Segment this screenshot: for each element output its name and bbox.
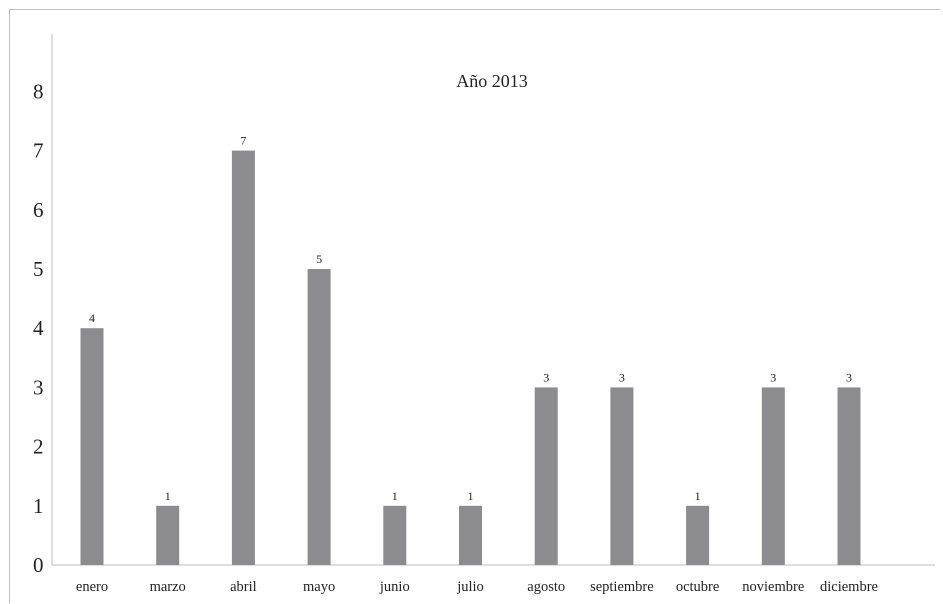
bar-value-label: 1 [392, 489, 398, 503]
bar [837, 387, 861, 565]
bar [761, 387, 785, 565]
bar-value-label: 5 [316, 252, 322, 266]
x-category-label: mayo [303, 579, 335, 595]
x-axis-labels: enero marzo abril mayo junio julio agosto septi… [76, 579, 878, 595]
y-tick-label: 3 [33, 375, 44, 399]
x-category-label: marzo [150, 579, 186, 595]
y-axis-ticks: 0 1 2 3 4 5 6 7 8 [33, 79, 44, 577]
y-tick-label: 4 [33, 316, 44, 340]
bar-value-label: 3 [619, 370, 625, 384]
x-category-label: abril [230, 579, 257, 595]
bar-value-label: 3 [846, 370, 852, 384]
bar [383, 505, 407, 565]
y-tick-label: 5 [33, 257, 44, 281]
x-category-label: octubre [676, 579, 719, 595]
x-category-label: julio [456, 579, 484, 595]
bar-value-label: 3 [770, 370, 776, 384]
bar [534, 387, 558, 565]
bar [686, 505, 710, 565]
y-tick-label: 2 [33, 435, 44, 459]
bar [610, 387, 634, 565]
bar [459, 505, 482, 565]
bar-value-label: 1 [165, 489, 171, 503]
y-tick-label: 1 [33, 494, 44, 518]
y-tick-label: 8 [33, 79, 44, 103]
data-labels: 4 1 7 5 1 1 3 3 1 3 3 [89, 134, 852, 503]
bars [80, 150, 861, 565]
y-tick-label: 0 [33, 553, 44, 577]
y-tick-label: 6 [33, 198, 44, 222]
bar [80, 328, 104, 565]
bar-value-label: 1 [695, 489, 701, 503]
x-category-label: agosto [527, 579, 565, 595]
bar-value-label: 7 [240, 134, 246, 148]
x-category-label: junio [379, 579, 410, 595]
bar-value-label: 1 [468, 489, 474, 503]
bar [231, 150, 255, 565]
chart-title: Año 2013 [456, 71, 528, 91]
chart-frame [9, 9, 940, 603]
x-category-label: diciembre [820, 579, 878, 595]
bar [156, 505, 180, 565]
y-tick-label: 7 [33, 139, 44, 163]
x-category-label: noviembre [742, 579, 804, 595]
bar-value-label: 3 [543, 370, 549, 384]
bar-value-label: 4 [89, 311, 95, 325]
x-category-label: septiembre [590, 579, 654, 595]
bar [307, 269, 331, 565]
x-category-label: enero [76, 579, 108, 595]
